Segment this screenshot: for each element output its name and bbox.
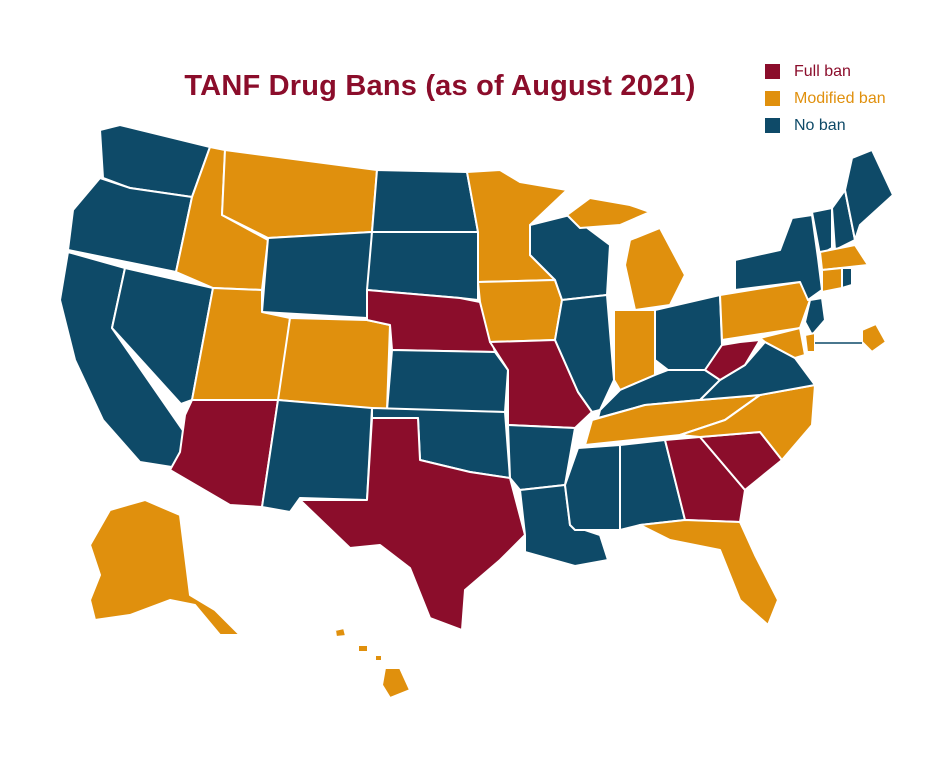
state-TX	[299, 417, 526, 631]
state-HI	[381, 667, 411, 699]
state-MT	[221, 149, 378, 239]
state-IL	[554, 294, 615, 413]
state-CT	[821, 267, 843, 293]
legend-item-full: Full ban	[765, 58, 886, 85]
state-MS	[564, 444, 621, 531]
state-NY	[734, 214, 823, 301]
legend-label-modified: Modified ban	[794, 89, 886, 107]
state-UP	[566, 197, 651, 229]
legend-swatch-modified	[765, 91, 780, 106]
state-MD	[759, 327, 806, 359]
legend-item-modified: Modified ban	[765, 85, 886, 112]
map-title: TANF Drug Bans (as of August 2021)	[184, 70, 696, 102]
state-VT	[811, 207, 833, 256]
state-FL	[639, 519, 779, 626]
state-NM	[261, 399, 373, 513]
state-ND	[371, 169, 479, 233]
legend: Full ban Modified ban No ban	[765, 58, 886, 139]
state-HI-islands	[334, 627, 383, 662]
state-RI	[841, 267, 853, 289]
state-AR	[507, 424, 576, 491]
state-GA	[664, 436, 746, 523]
state-CO	[277, 317, 391, 411]
state-KS	[386, 349, 509, 413]
state-WY	[261, 231, 373, 319]
legend-swatch-none	[765, 118, 780, 133]
state-AZ	[169, 399, 279, 508]
state-DC	[861, 323, 887, 353]
state-NJ	[804, 297, 826, 336]
legend-label-full: Full ban	[794, 62, 851, 80]
state-MA	[819, 244, 869, 271]
legend-swatch-full	[765, 64, 780, 79]
legend-label-none: No ban	[794, 116, 846, 134]
state-IA	[477, 279, 563, 343]
state-NV	[111, 267, 214, 405]
state-DE	[804, 332, 816, 353]
legend-item-none: No ban	[765, 112, 886, 139]
state-ME	[844, 149, 894, 241]
state-WV	[704, 339, 761, 381]
state-MI	[624, 227, 686, 311]
state-AK	[89, 499, 241, 636]
state-SD	[366, 231, 479, 301]
